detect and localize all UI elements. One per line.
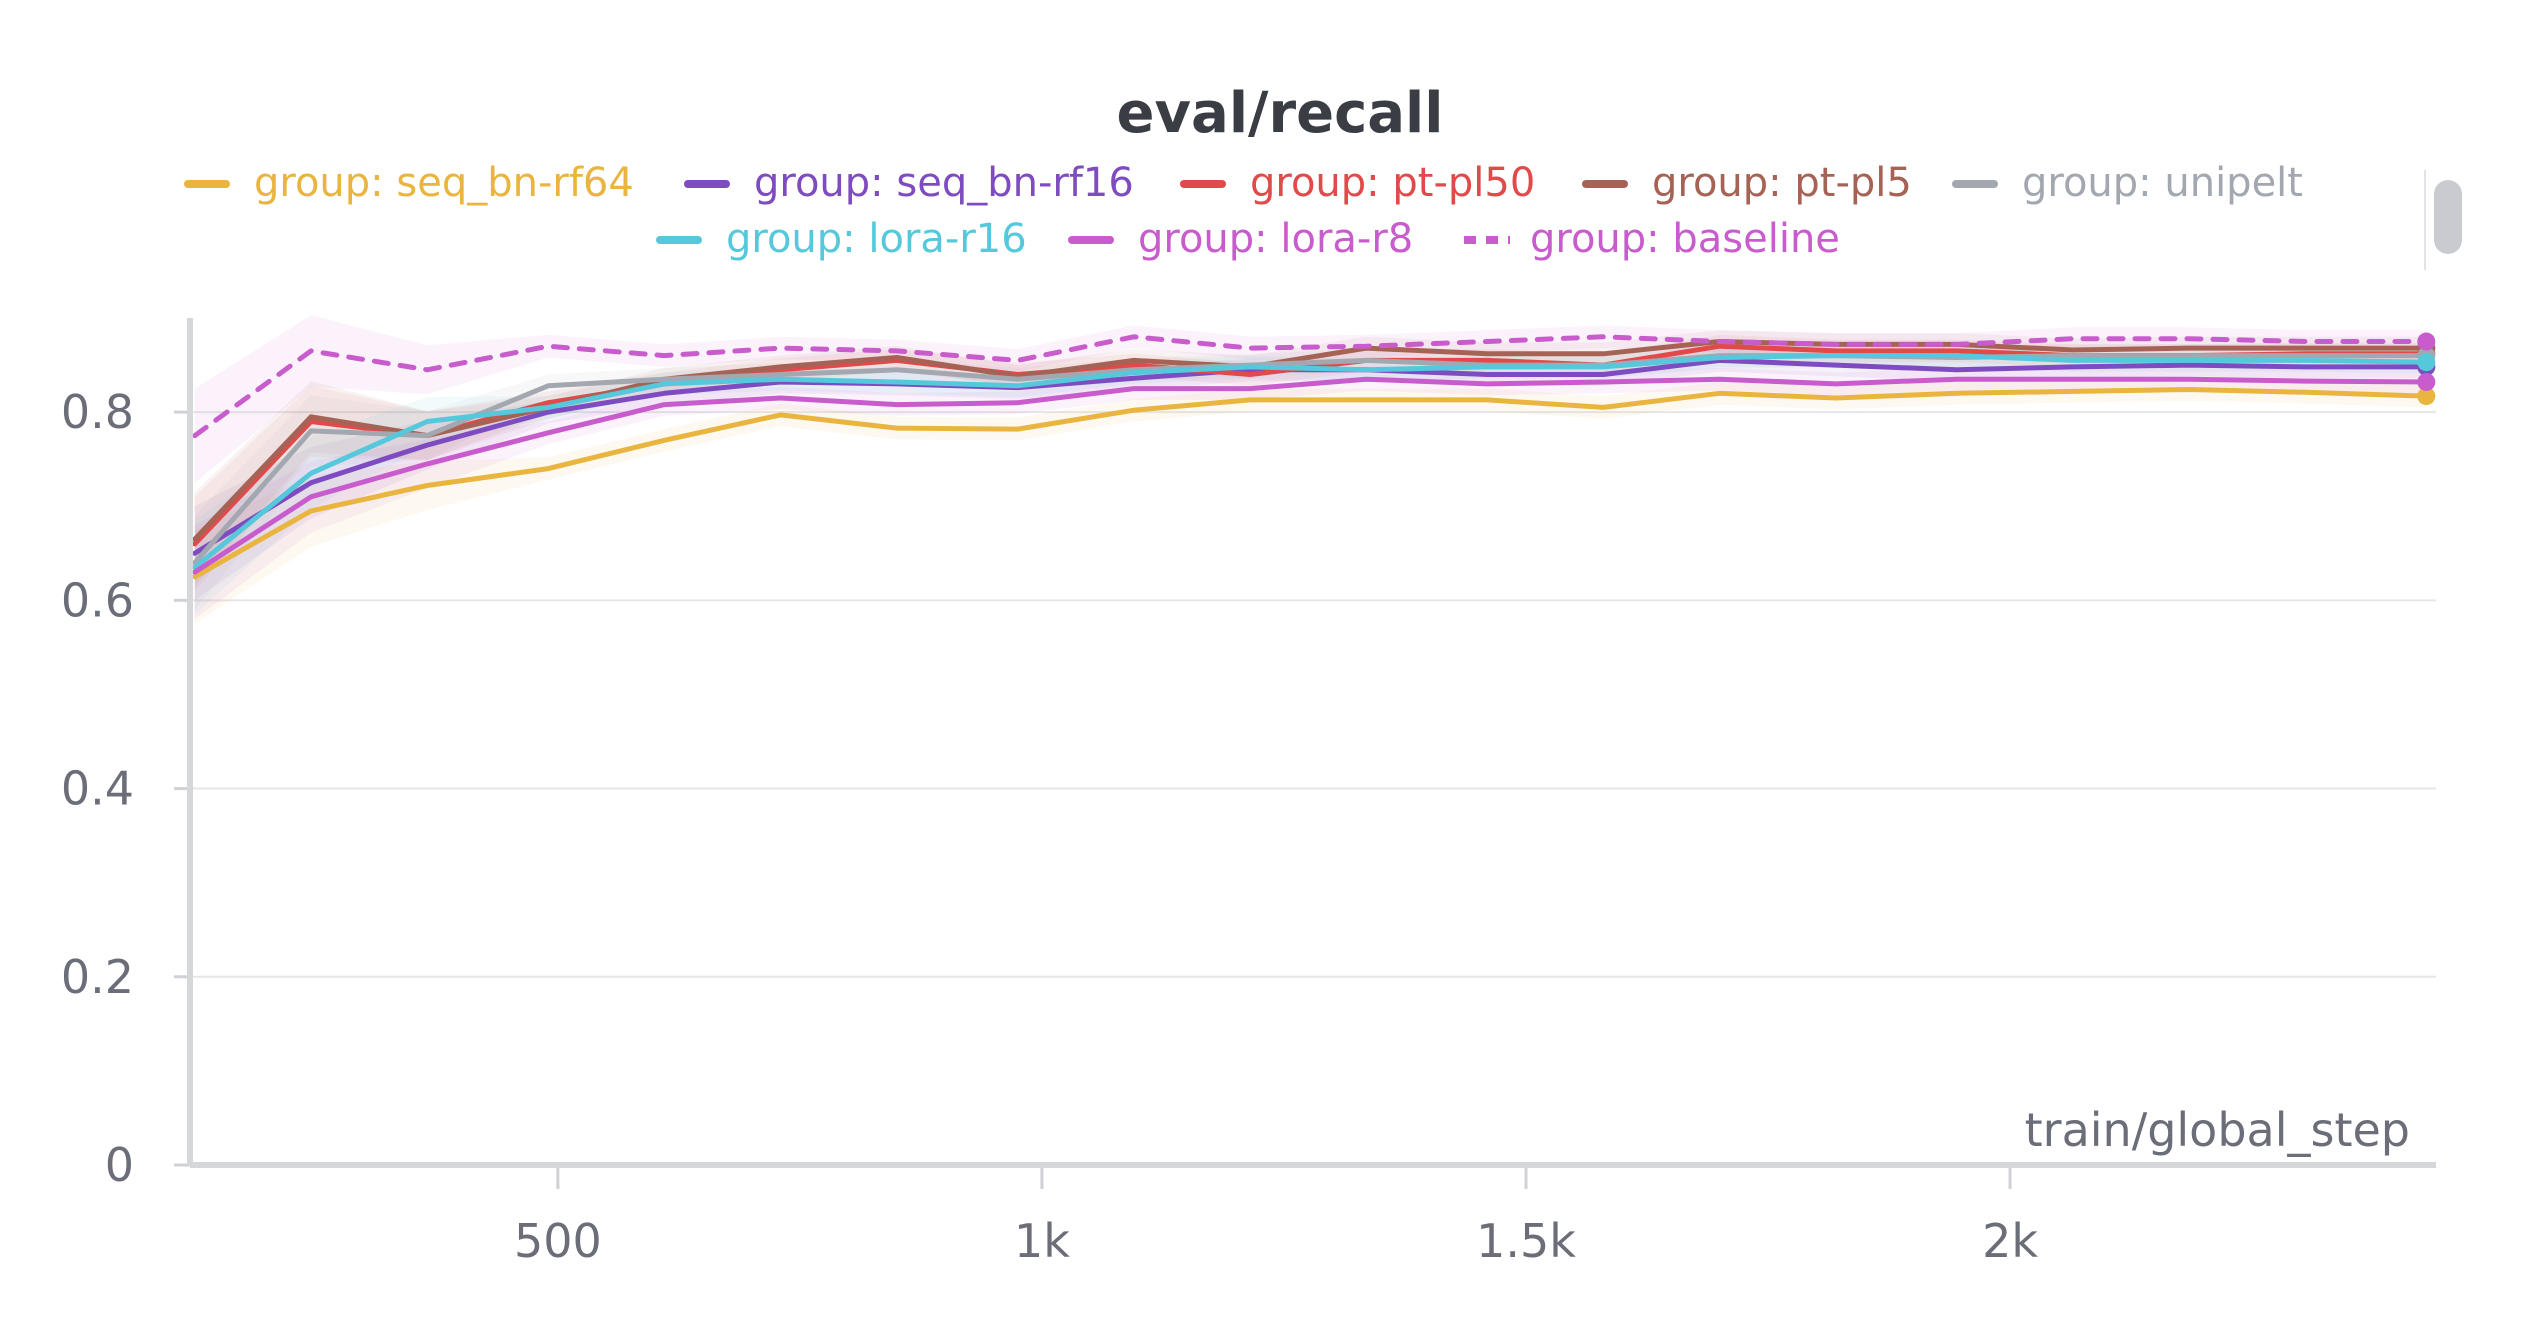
x-axis-label: train/global_step [2025, 1103, 2410, 1157]
legend-label: group: pt-pl5 [1652, 160, 1912, 206]
legend-scroll-thumb[interactable] [2434, 180, 2462, 254]
x-tick-label: 500 [514, 1214, 602, 1268]
series-lines [192, 332, 2436, 580]
legend-item[interactable]: group: seq_bn-rf64 [184, 160, 634, 206]
series-end-point[interactable] [2417, 372, 2436, 391]
legend-label: group: lora-r16 [726, 216, 1027, 262]
y-tick-label: 0 [105, 1138, 134, 1192]
legend-label: group: unipelt [2022, 160, 2303, 206]
series-end-point[interactable] [2417, 332, 2436, 351]
series-band [194, 315, 2427, 483]
series-end-point[interactable] [2417, 353, 2436, 372]
legend-item[interactable]: group: lora-r16 [656, 216, 1027, 262]
legend-label: group: lora-r8 [1138, 216, 1413, 262]
series-line[interactable] [192, 353, 2429, 570]
grid [190, 411, 2436, 978]
y-tick-label: 0.2 [61, 950, 134, 1004]
legend-scrollbar[interactable] [2424, 170, 2450, 270]
axes: 0 0.2 0.4 0.6 0.8 500 1k 1.5k 2k [61, 318, 2436, 1268]
series-line[interactable] [192, 376, 2429, 575]
legend-item[interactable]: group: seq_bn-rf16 [684, 160, 1134, 206]
legend-label: group: seq_bn-rf16 [754, 160, 1134, 206]
legend-item[interactable]: group: baseline [1464, 216, 1840, 262]
series-line[interactable] [192, 387, 2429, 580]
x-tick-label: 1k [1014, 1214, 1070, 1268]
series-band [194, 349, 2427, 601]
legend-label: group: pt-pl50 [1250, 160, 1535, 206]
series-end-point[interactable] [2417, 387, 2436, 406]
chart-title: eval/recall [1117, 81, 1444, 146]
legend-item[interactable]: group: pt-pl50 [1180, 160, 1535, 206]
legend-label: group: seq_bn-rf64 [254, 160, 634, 206]
series-line[interactable] [192, 334, 2429, 439]
legend-item[interactable]: group: lora-r8 [1068, 216, 1413, 262]
x-tick-label: 2k [1982, 1214, 2038, 1268]
legend-label: group: baseline [1530, 216, 1840, 262]
x-tick-label: 1.5k [1476, 1214, 1576, 1268]
legend-item[interactable]: group: unipelt [1952, 160, 2303, 206]
y-tick-label: 0.4 [61, 762, 134, 816]
legend: group: seq_bn-rf64 group: seq_bn-rf16 grou… [184, 160, 2303, 262]
legend-item[interactable]: group: pt-pl5 [1582, 160, 1912, 206]
y-tick-label: 0.8 [61, 385, 134, 439]
series-line[interactable] [192, 353, 2429, 566]
y-tick-label: 0.6 [61, 573, 134, 627]
series-band [194, 344, 2427, 615]
